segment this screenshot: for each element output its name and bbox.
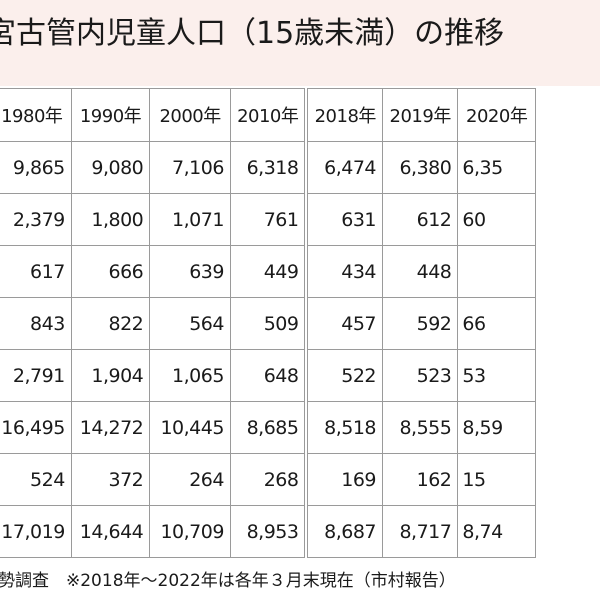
cell: 9,080	[70, 141, 151, 194]
cell: 372	[70, 453, 151, 506]
cell: 1,800	[70, 193, 151, 246]
cell: 457	[304, 297, 384, 350]
cell: 449	[229, 245, 307, 298]
title-band	[0, 0, 600, 86]
cell: 564	[149, 297, 231, 350]
cell: 1,071	[149, 193, 231, 246]
note: 勢調査 ※2018年～2022年は各年３月末現在（市村報告）	[0, 571, 456, 591]
cell: 268	[229, 453, 307, 506]
header-cell: 2000年	[149, 88, 231, 142]
cell: 761	[229, 193, 307, 246]
cell: 2,791	[0, 349, 72, 402]
table: 年1980年1990年2000年2010年2018年2019年2020年99,8…	[0, 88, 536, 558]
cell: 14,272	[70, 401, 151, 454]
cell: 434	[304, 245, 384, 298]
cell: 843	[0, 297, 72, 350]
header-cell: 2019年	[382, 88, 459, 142]
cell: 822	[70, 297, 151, 350]
cell: 639	[149, 245, 231, 298]
cell: 162	[382, 453, 459, 506]
cell: 10,709	[149, 505, 231, 558]
header-row: 年1980年1990年2000年2010年2018年2019年2020年	[0, 88, 536, 142]
cell: 6,474	[304, 141, 384, 194]
cell: 648	[229, 349, 307, 402]
cell: 8,717	[382, 505, 459, 558]
cell: 14,644	[70, 505, 151, 558]
header-cell: 1990年	[70, 88, 151, 142]
cell: 9,865	[0, 141, 72, 194]
cell: 8,685	[229, 401, 307, 454]
cell: 6,380	[382, 141, 459, 194]
cell: 592	[382, 297, 459, 350]
cell: 53	[457, 349, 536, 402]
cell: 8,555	[382, 401, 459, 454]
header-cell: 2020年	[457, 88, 536, 142]
cell: 2,379	[0, 193, 72, 246]
cell: 612	[382, 193, 459, 246]
cell: 448	[382, 245, 459, 298]
cell: 524	[0, 453, 72, 506]
row: 684382256450945759266	[0, 297, 536, 350]
cell: 16,495	[0, 401, 72, 454]
cell: 8,59	[457, 401, 536, 454]
cell: 617	[0, 245, 72, 298]
cell: 7,106	[149, 141, 231, 194]
cell: 15	[457, 453, 536, 506]
cell: 631	[304, 193, 384, 246]
row: 752437226426816916215	[0, 453, 536, 506]
cell: 666	[70, 245, 151, 298]
cell: 1,065	[149, 349, 231, 402]
cell: 17,019	[0, 505, 72, 558]
title: 宮古管内児童人口（15歳未満）の推移	[0, 16, 505, 51]
cell: 1,904	[70, 349, 151, 402]
header-cell: 1980年	[0, 88, 72, 142]
cell: 8,74	[457, 505, 536, 558]
header-cell: 2018年	[304, 88, 384, 142]
cell: 264	[149, 453, 231, 506]
cell: 8,687	[304, 505, 384, 558]
row: 5617666639449434448	[0, 245, 536, 298]
cell: 169	[304, 453, 384, 506]
cell	[457, 245, 536, 298]
cell: 8,953	[229, 505, 307, 558]
cell: 8,518	[304, 401, 384, 454]
cell: 66	[457, 297, 536, 350]
cell: 523	[382, 349, 459, 402]
cell: 6,35	[457, 141, 536, 194]
cell: 10,445	[149, 401, 231, 454]
cell: 509	[229, 297, 307, 350]
cell: 6,318	[229, 141, 307, 194]
cell: 60	[457, 193, 536, 246]
cell: 522	[304, 349, 384, 402]
header-cell: 2010年	[229, 88, 307, 142]
